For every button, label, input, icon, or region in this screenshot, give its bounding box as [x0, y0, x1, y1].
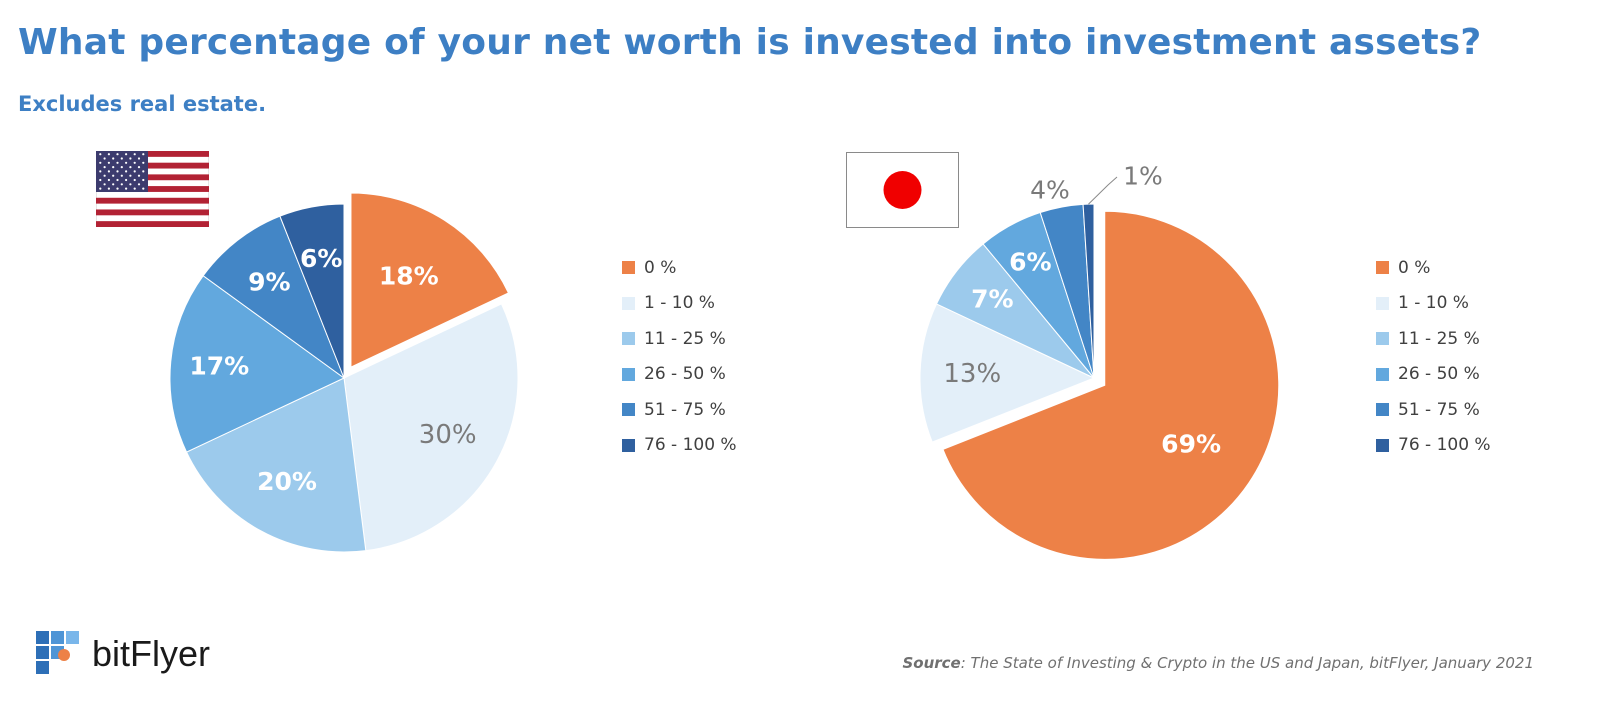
legend-item: 11 - 25 % [1376, 321, 1491, 357]
legend-item: 51 - 75 % [1376, 392, 1491, 428]
data-label-japan-4: 4% [1030, 176, 1070, 205]
legend-swatch [622, 332, 635, 346]
legend-label: 26 - 50 % [1398, 364, 1480, 385]
pie-slice-us-3 [169, 275, 345, 453]
pie-us: 18% 30% 20% 17% 9% 6% [169, 192, 519, 553]
data-label-us-0: 18% [379, 261, 439, 290]
legend-swatch [622, 403, 635, 417]
bitflyer-logo: bitFlyer [36, 631, 210, 677]
source-text: : The State of Investing & Crypto in the… [960, 654, 1534, 672]
legend-label: 76 - 100 % [1398, 435, 1491, 456]
source-note: Source: The State of Investing & Crypto … [902, 654, 1534, 672]
legend-item: 0 % [1376, 250, 1491, 286]
legend-swatch [1376, 367, 1389, 381]
legend-label: 76 - 100 % [644, 435, 737, 456]
pie-slice-us-5 [279, 203, 345, 379]
legend-swatch [1376, 296, 1389, 310]
source-label: Source [902, 654, 961, 672]
data-label-us-5: 6% [300, 244, 342, 273]
bitflyer-logo-icon [36, 631, 79, 674]
data-label-japan-0: 69% [1161, 430, 1221, 459]
legend-item: 11 - 25 % [622, 321, 737, 357]
legend-label: 1 - 10 % [1398, 293, 1469, 314]
chart-title: What percentage of your net worth is inv… [18, 22, 1482, 63]
us-flag-icon [96, 151, 209, 227]
legend-swatch [622, 261, 635, 275]
legend-swatch [1376, 403, 1389, 417]
pie-slice-japan-1 [919, 303, 1096, 443]
legend-us: 0 % 1 - 10 % 11 - 25 % 26 - 50 % 51 - 75 % 76… [622, 250, 737, 463]
pie-slice-us-1 [343, 303, 519, 552]
legend-label: 11 - 25 % [644, 328, 726, 349]
legend-label: 11 - 25 % [1398, 328, 1480, 349]
legend-item: 26 - 50 % [1376, 357, 1491, 393]
legend-swatch [622, 438, 635, 452]
data-label-japan-3: 6% [1009, 248, 1051, 277]
data-label-us-1: 30% [419, 420, 477, 450]
legend-item: 51 - 75 % [622, 392, 737, 428]
legend-item: 76 - 100 % [1376, 428, 1491, 464]
data-label-us-3: 17% [189, 352, 249, 381]
data-label-japan-2: 7% [971, 285, 1013, 314]
legend-item: 1 - 10 % [1376, 286, 1491, 322]
legend-label: 26 - 50 % [644, 364, 726, 385]
pie-slice-japan-0 [942, 210, 1280, 560]
data-label-us-4: 9% [248, 267, 290, 296]
legend-swatch [1376, 332, 1389, 346]
pie-slice-us-4 [202, 215, 346, 380]
data-label-us-2: 20% [257, 467, 317, 496]
pie-slice-us-2 [185, 377, 367, 553]
legend-swatch [622, 367, 635, 381]
japan-flag-icon [846, 152, 959, 228]
legend-label: 51 - 75 % [1398, 399, 1480, 420]
legend-japan: 0 % 1 - 10 % 11 - 25 % 26 - 50 % 51 - 75 % 76… [1376, 250, 1491, 463]
legend-swatch [622, 296, 635, 310]
legend-label: 51 - 75 % [644, 399, 726, 420]
chart-subtitle: Excludes real estate. [18, 92, 267, 116]
logo-text: bitFlyer [92, 633, 211, 674]
data-label-japan-5: 1% [1123, 162, 1163, 191]
legend-swatch [1376, 261, 1389, 275]
legend-item: 1 - 10 % [622, 286, 737, 322]
legend-label: 0 % [1398, 257, 1431, 278]
legend-swatch [1376, 438, 1389, 452]
legend-label: 1 - 10 % [644, 293, 715, 314]
legend-item: 76 - 100 % [622, 428, 737, 464]
pie-slice-us-0 [350, 192, 510, 368]
legend-label: 0 % [644, 257, 677, 278]
legend-item: 26 - 50 % [622, 357, 737, 393]
data-label-japan-1: 13% [943, 359, 1001, 389]
leader-line-japan-5 [1088, 176, 1118, 205]
pie-japan: 69% 13% 7% 6% 4% 1% [919, 162, 1280, 560]
legend-item: 0 % [622, 250, 737, 286]
